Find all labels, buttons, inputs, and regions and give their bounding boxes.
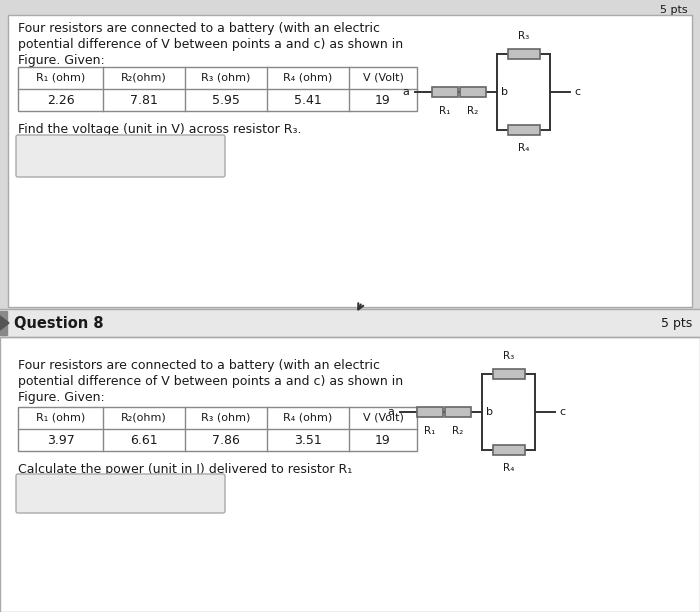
Bar: [8, 15, 692, 307]
Text: R₁ (ohm): R₁ (ohm): [36, 73, 85, 83]
Text: Four resistors are connected to a battery (with an electric: Four resistors are connected to a batter…: [18, 22, 380, 35]
Text: 3.51: 3.51: [294, 433, 322, 447]
Text: 6.61: 6.61: [130, 433, 158, 447]
Text: potential difference of V between points a and c) as shown in: potential difference of V between points…: [18, 38, 403, 51]
Text: 19: 19: [375, 94, 391, 106]
Text: R₂(ohm): R₂(ohm): [121, 413, 167, 423]
Bar: [508, 125, 540, 135]
Text: 19: 19: [375, 433, 391, 447]
Bar: [432, 87, 458, 97]
Text: R₁: R₁: [424, 426, 435, 436]
Text: Find the voltage (unit in V) across resistor R₃.: Find the voltage (unit in V) across resi…: [18, 123, 302, 136]
Text: Figure. Given:: Figure. Given:: [18, 391, 105, 404]
Text: R₁: R₁: [440, 106, 451, 116]
Text: R₂: R₂: [468, 106, 479, 116]
Text: 5 pts: 5 pts: [660, 5, 688, 15]
Text: R₄ (ohm): R₄ (ohm): [284, 73, 332, 83]
Text: R₃: R₃: [518, 31, 529, 41]
Text: V (Volt): V (Volt): [363, 413, 403, 423]
Text: R₄: R₄: [518, 143, 529, 153]
Text: R₄ (ohm): R₄ (ohm): [284, 413, 332, 423]
Bar: [18, 407, 417, 451]
Text: potential difference of V between points a and c) as shown in: potential difference of V between points…: [18, 375, 403, 388]
Text: b: b: [501, 87, 508, 97]
Polygon shape: [0, 316, 9, 330]
Text: R₃: R₃: [503, 351, 514, 361]
Bar: [493, 445, 524, 455]
Text: a: a: [387, 407, 394, 417]
Text: R₂(ohm): R₂(ohm): [121, 73, 167, 83]
FancyBboxPatch shape: [16, 474, 225, 513]
Bar: [445, 407, 471, 417]
Text: a: a: [402, 87, 409, 97]
Text: Calculate the power (unit in J) delivered to resistor R₁: Calculate the power (unit in J) delivere…: [18, 463, 352, 476]
Text: R₁ (ohm): R₁ (ohm): [36, 413, 85, 423]
Text: b: b: [486, 407, 493, 417]
Text: 3.97: 3.97: [47, 433, 74, 447]
Text: 5.41: 5.41: [294, 94, 322, 106]
Text: 7.81: 7.81: [130, 94, 158, 106]
Bar: [0, 337, 700, 612]
Bar: [417, 407, 443, 417]
Bar: [460, 87, 486, 97]
Text: c: c: [574, 87, 580, 97]
Text: c: c: [559, 407, 565, 417]
Bar: [493, 369, 524, 379]
Polygon shape: [0, 311, 7, 335]
Bar: [18, 67, 417, 111]
Text: 7.86: 7.86: [212, 433, 240, 447]
Text: R₃ (ohm): R₃ (ohm): [202, 413, 251, 423]
Text: V (Volt): V (Volt): [363, 73, 403, 83]
Text: R₂: R₂: [452, 426, 463, 436]
Text: R₃ (ohm): R₃ (ohm): [202, 73, 251, 83]
FancyBboxPatch shape: [16, 135, 225, 177]
Text: 2.26: 2.26: [47, 94, 74, 106]
Text: 5.95: 5.95: [212, 94, 240, 106]
Text: Question 8: Question 8: [14, 316, 104, 330]
Bar: [508, 49, 540, 59]
Text: Four resistors are connected to a battery (with an electric: Four resistors are connected to a batter…: [18, 359, 380, 372]
Text: R₄: R₄: [503, 463, 514, 473]
Text: 5 pts: 5 pts: [661, 316, 692, 329]
Bar: [0, 309, 700, 337]
Text: Figure. Given:: Figure. Given:: [18, 54, 105, 67]
